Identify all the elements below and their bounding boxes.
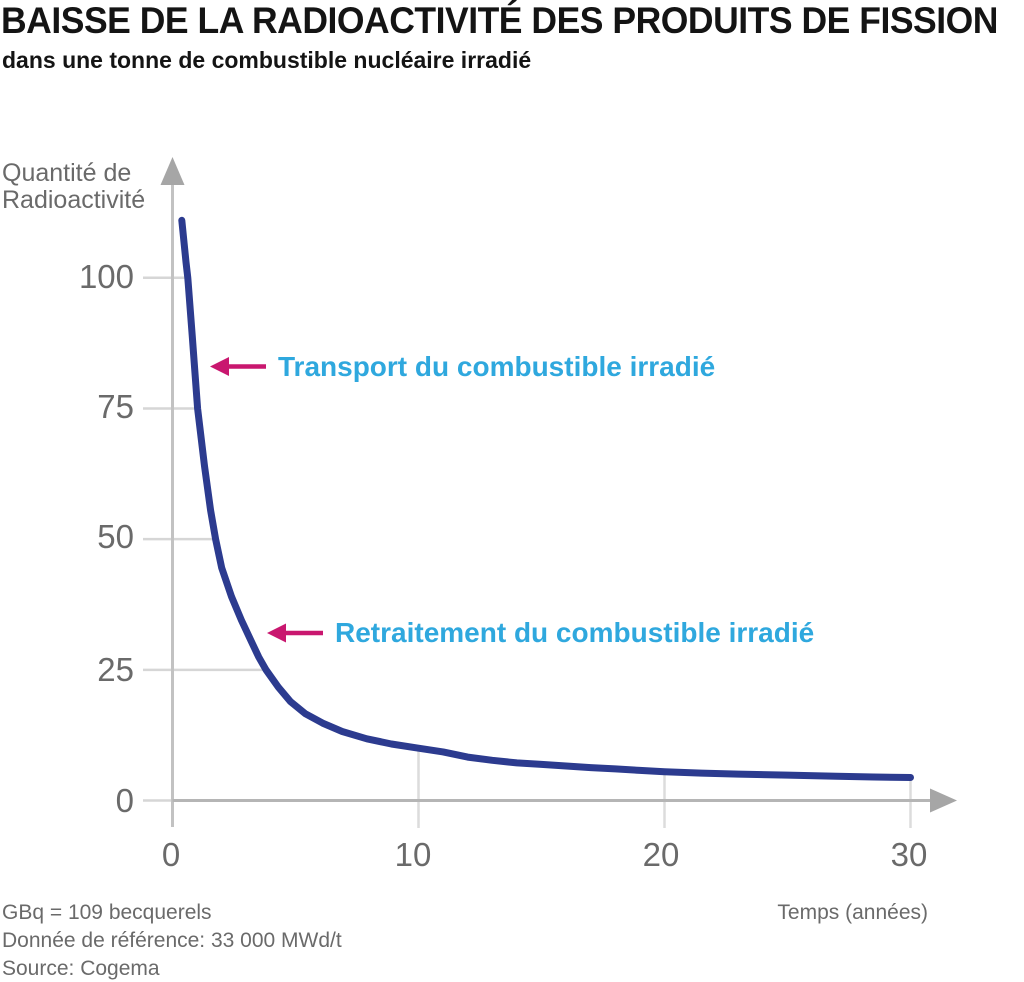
x-tick-10: 10	[394, 836, 432, 873]
y-axis-title-line1: Quantité de	[2, 159, 132, 187]
y-tick-75: 75	[97, 388, 134, 425]
y-tick-100: 100	[78, 258, 134, 295]
page-subtitle: dans une tonne de combustible nucléaire …	[2, 47, 532, 73]
footnote-reference: Donnée de référence: 33 000 MWd/t	[2, 929, 342, 952]
y-axis-title-line2: Radioactivité	[2, 186, 146, 214]
y-axis-arrowhead-icon	[160, 157, 185, 185]
annotation-transport: Transport du combustible irradié	[278, 351, 716, 382]
x-tick-20: 20	[642, 836, 680, 873]
x-axis-title: Temps (années)	[777, 901, 928, 924]
transport-arrow-icon	[210, 357, 266, 376]
page-title: BAISSE DE LA RADIOACTIVITÉ DES PRODUITS …	[1, 0, 998, 41]
x-tick-0: 0	[161, 836, 181, 873]
footnote-source: Source: Cogema	[2, 957, 160, 980]
y-tick-25: 25	[97, 651, 134, 688]
retraitement-arrow-icon	[267, 623, 323, 643]
footnote-gbq: GBq = 109 becquerels	[2, 901, 212, 924]
y-tick-50: 50	[97, 518, 134, 555]
radioactivity-curve	[178, 216, 914, 781]
y-tick-0: 0	[115, 782, 134, 819]
annotation-retraitement: Retraitement du combustible irradié	[335, 617, 815, 648]
y-tick-lines	[143, 276, 266, 802]
x-tick-30: 30	[890, 836, 928, 873]
y-axis-title: Quantité de Radioactivité	[2, 160, 145, 214]
x-axis-arrowhead-icon	[930, 788, 957, 813]
